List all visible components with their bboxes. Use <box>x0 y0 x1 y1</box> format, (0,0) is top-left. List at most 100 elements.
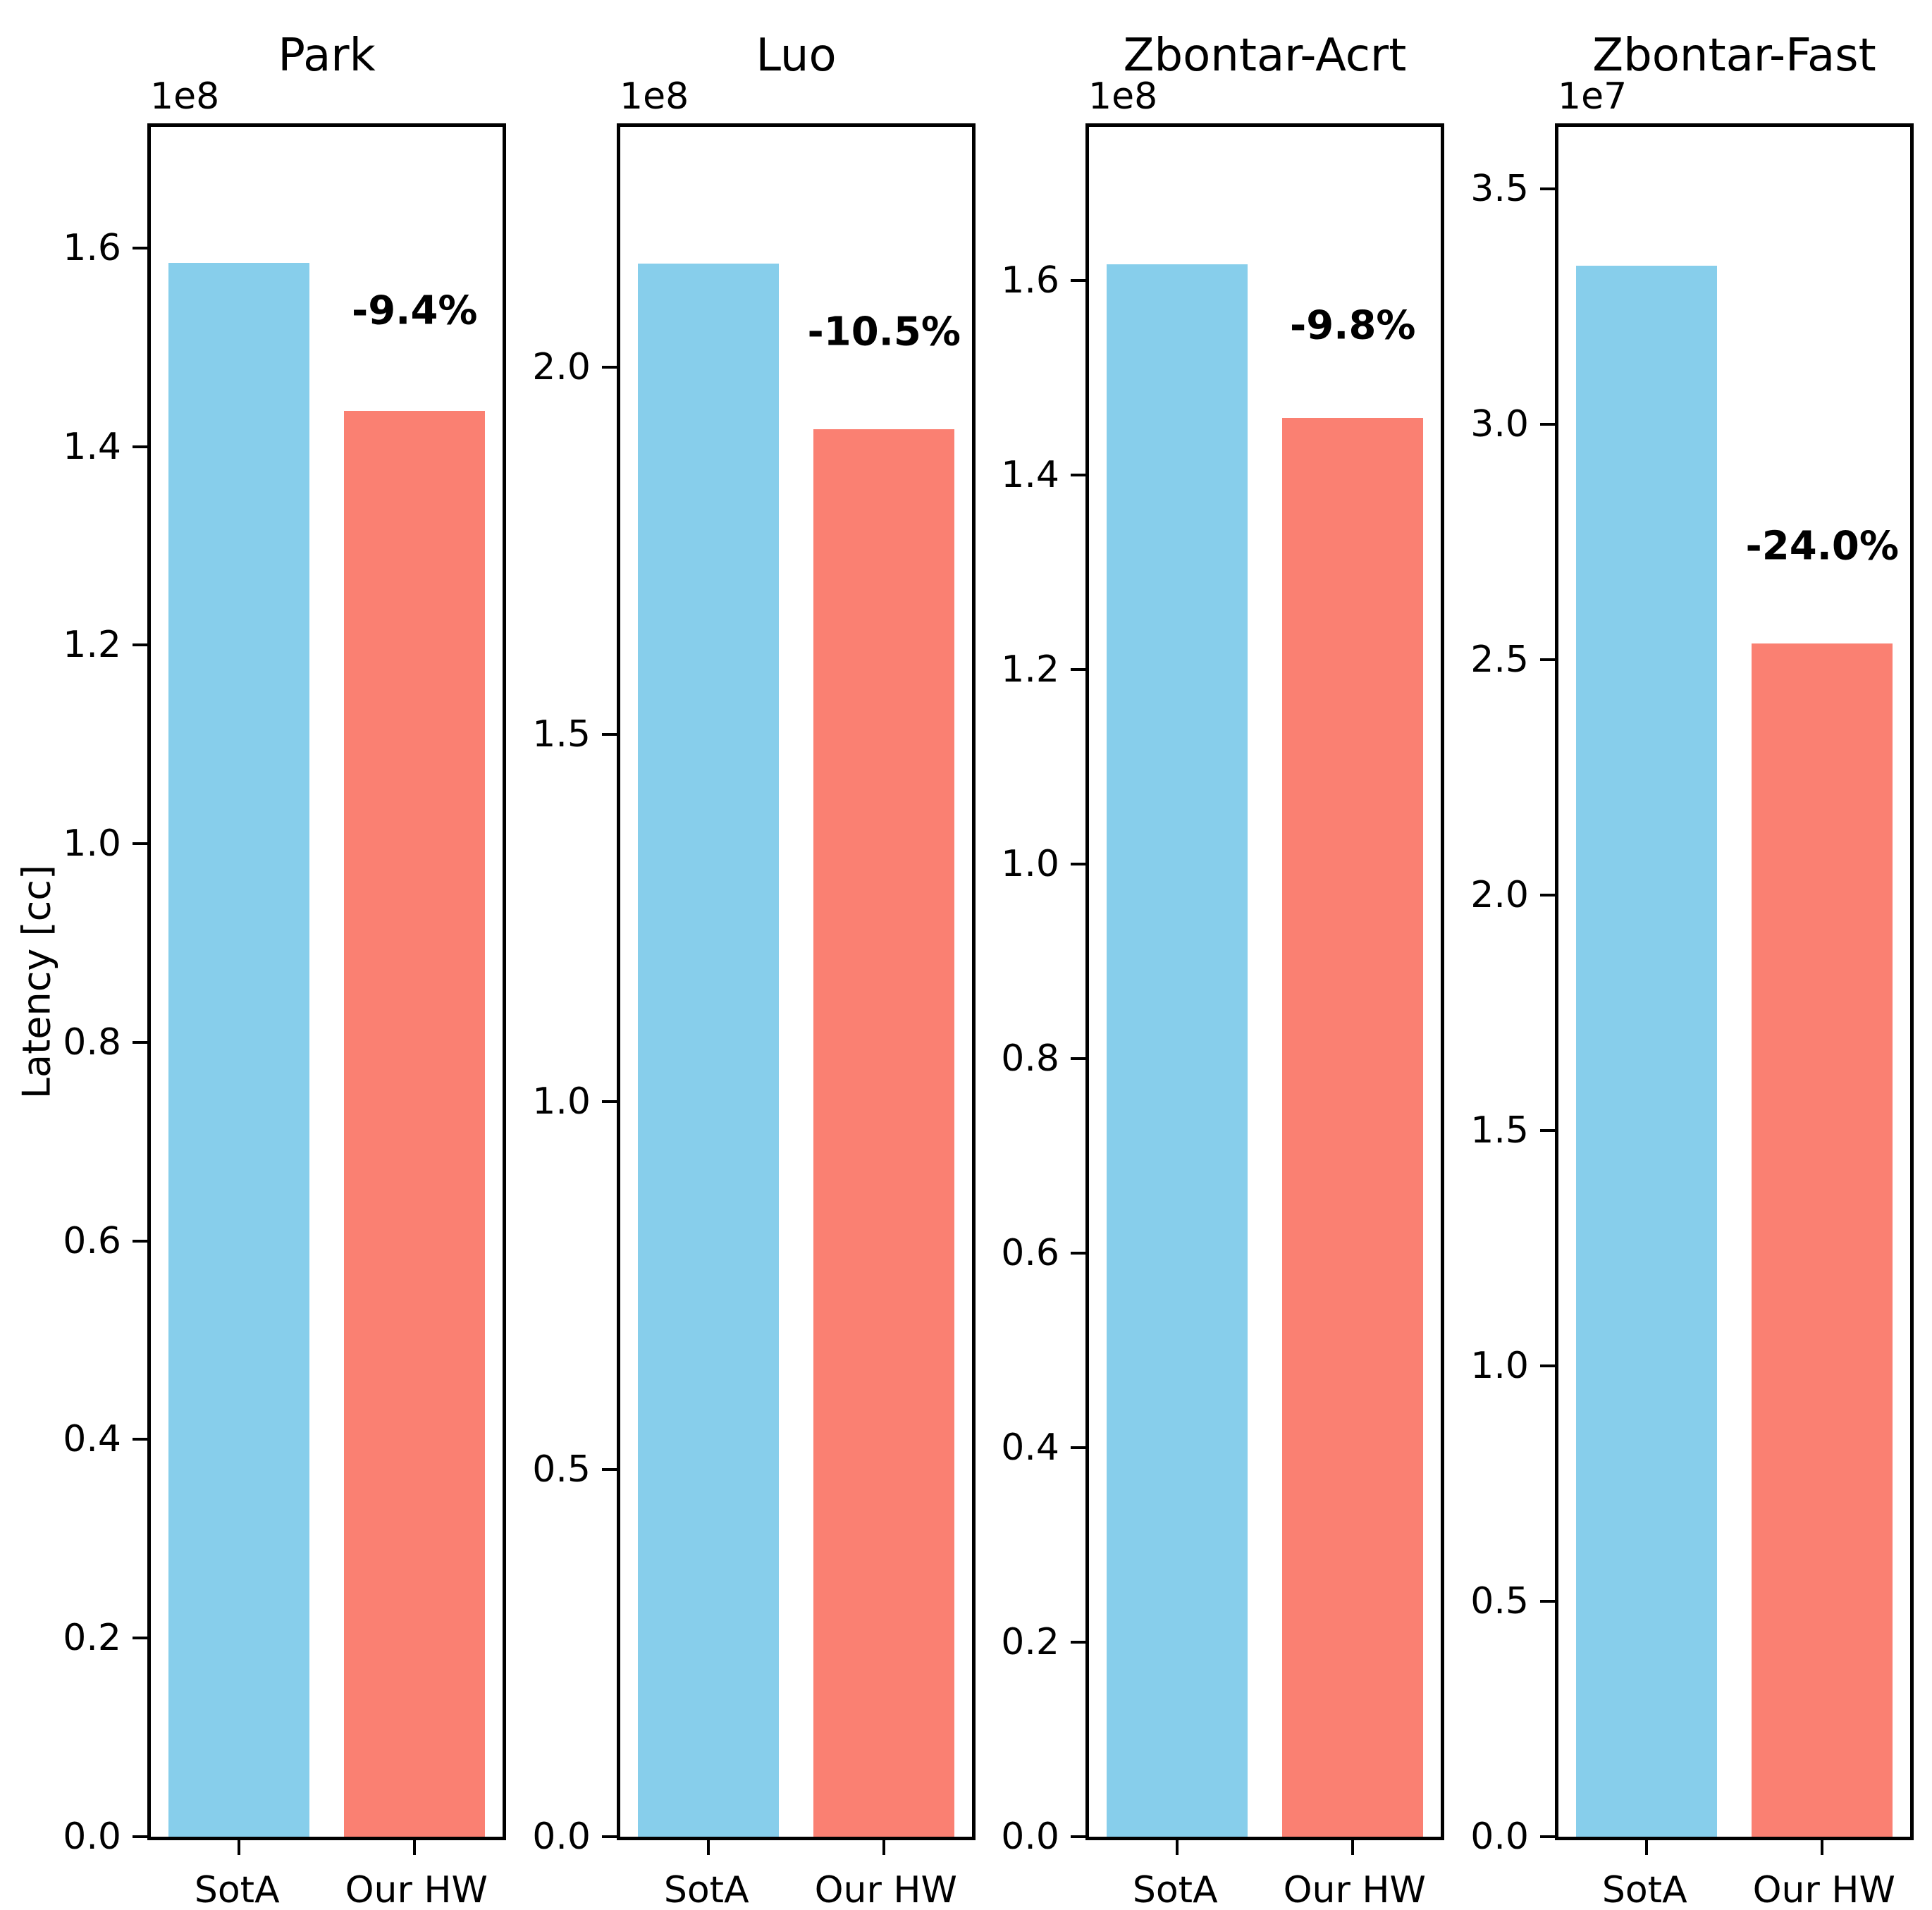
y-tick-mark <box>133 1835 147 1838</box>
y-tick-mark <box>133 445 147 448</box>
y-tick-label: 1.2 <box>1001 648 1059 691</box>
x-tick-mark <box>706 1840 710 1855</box>
y-tick-mark <box>133 1040 147 1044</box>
bar-ourhw <box>813 429 955 1837</box>
y-tick-label: 0.4 <box>1001 1427 1059 1469</box>
y-axis-offset-label: 1e7 <box>1558 75 1628 118</box>
y-tick-mark <box>1071 474 1085 477</box>
x-tick-label-ourhw: Our HW <box>1283 1869 1426 1910</box>
y-tick-mark <box>1540 658 1555 661</box>
x-tick-mark <box>1175 1840 1179 1855</box>
reduction-annotation: -9.4% <box>351 288 478 334</box>
subplot-title: Luo <box>756 30 837 82</box>
y-tick-label: 1.5 <box>1470 1109 1529 1152</box>
x-tick-mark <box>1644 1840 1648 1855</box>
y-tick-mark <box>1540 187 1555 190</box>
x-tick-mark <box>413 1840 417 1855</box>
y-tick-mark <box>133 643 147 647</box>
y-tick-mark <box>602 733 617 737</box>
reduction-annotation: -24.0% <box>1745 523 1900 569</box>
y-tick-mark <box>1540 893 1555 897</box>
y-tick-mark <box>133 1239 147 1243</box>
y-tick-mark <box>1071 863 1085 866</box>
y-tick-label: 1.2 <box>63 624 121 667</box>
y-tick-mark <box>1071 1446 1085 1449</box>
bar-ourhw <box>1282 417 1424 1837</box>
y-axis-title: Latency [cc] <box>14 864 59 1099</box>
y-tick-mark <box>1540 1128 1555 1132</box>
reduction-annotation: -9.8% <box>1289 302 1416 348</box>
subplot-zbontar-fast: Zbontar-Fast 1e7 -24.0% 0.0 0.5 1.0 1.5 2.0 2… <box>1470 0 1914 1910</box>
y-tick-mark <box>602 1467 617 1471</box>
y-tick-label: 1.0 <box>1470 1344 1529 1387</box>
y-tick-label: 0.0 <box>532 1816 591 1858</box>
y-tick-mark <box>133 1637 147 1640</box>
y-tick-mark <box>1071 1835 1085 1838</box>
y-tick-label: 1.4 <box>1001 454 1059 497</box>
bar-sota <box>168 263 309 1837</box>
y-tick-label: 0.6 <box>63 1219 121 1262</box>
bar-sota <box>1575 266 1717 1837</box>
subplot-title: Zbontar-Fast <box>1592 30 1876 82</box>
y-tick-label: 0.8 <box>1001 1037 1059 1080</box>
y-tick-label: 1.6 <box>1001 259 1059 302</box>
x-tick-mark <box>237 1840 240 1855</box>
y-tick-mark <box>133 1438 147 1441</box>
y-tick-label: 0.2 <box>1001 1621 1059 1663</box>
y-tick-label: 0.0 <box>1470 1816 1529 1858</box>
axes-frame: -9.8% 0.0 0.2 0.4 0.6 0.8 1.0 1.2 1.4 1.6 <box>1001 123 1444 1855</box>
y-tick-mark <box>133 842 147 846</box>
y-tick-label: 1.4 <box>63 425 121 468</box>
x-tick-label-sota: SotA <box>1601 1869 1687 1910</box>
x-tick-mark <box>1821 1840 1824 1855</box>
y-axis-offset-label: 1e8 <box>1088 75 1158 118</box>
y-tick-label: 0.6 <box>1001 1232 1059 1274</box>
y-tick-label: 0.0 <box>1001 1816 1059 1858</box>
y-tick-label: 2.0 <box>1470 873 1529 916</box>
axes-frame: -10.5% 0.0 0.5 1.0 1.5 2.0 <box>532 123 976 1855</box>
y-tick-mark <box>1071 1641 1085 1644</box>
y-tick-mark <box>133 246 147 249</box>
y-tick-mark <box>1540 422 1555 426</box>
y-tick-mark <box>1540 1599 1555 1603</box>
subplot-park: Park 1e8 -9.4% 0.0 0.2 0.4 0.6 0.8 1.0 1.2 1.4 1… <box>63 0 506 1910</box>
y-tick-mark <box>1071 668 1085 672</box>
subplot-title: Zbontar-Acrt <box>1123 30 1407 82</box>
y-tick-mark <box>1071 1057 1085 1061</box>
y-tick-label: 3.0 <box>1470 402 1529 445</box>
bar-sota <box>637 263 779 1837</box>
y-tick-mark <box>602 365 617 369</box>
y-axis-offset-label: 1e8 <box>620 75 689 118</box>
y-tick-label: 1.0 <box>532 1080 591 1123</box>
y-tick-label: 2.5 <box>1470 638 1529 681</box>
y-tick-label: 1.0 <box>63 822 121 865</box>
subplot-zbontar-acrt: Zbontar-Acrt 1e8 -9.8% 0.0 0.2 0.4 0.6 0.8 1.… <box>1001 0 1444 1910</box>
y-tick-mark <box>1071 1252 1085 1255</box>
y-tick-label: 3.5 <box>1470 167 1529 210</box>
x-tick-label-ourhw: Our HW <box>345 1869 488 1910</box>
x-tick-label-sota: SotA <box>663 1869 749 1910</box>
y-tick-mark <box>1071 279 1085 283</box>
y-tick-label: 1.5 <box>532 713 591 756</box>
axes-frame: -24.0% 0.0 0.5 1.0 1.5 2.0 2.5 3.0 3.5 <box>1470 123 1914 1855</box>
x-tick-mark <box>882 1840 886 1855</box>
y-tick-mark <box>1540 1364 1555 1367</box>
axes-frame: -9.4% 0.0 0.2 0.4 0.6 0.8 1.0 1.2 1.4 1.6 <box>63 123 506 1855</box>
y-tick-label: 0.0 <box>63 1816 121 1858</box>
y-axis-offset-label: 1e8 <box>150 75 220 118</box>
y-tick-label: 1.0 <box>1001 843 1059 886</box>
y-tick-label: 1.6 <box>63 226 121 269</box>
bar-ourhw <box>344 410 486 1837</box>
y-tick-mark <box>1540 1835 1555 1838</box>
bar-ourhw <box>1752 643 1893 1837</box>
x-tick-label-sota: SotA <box>1132 1869 1218 1910</box>
reduction-annotation: -10.5% <box>807 309 961 355</box>
x-tick-mark <box>1351 1840 1355 1855</box>
y-tick-label: 0.4 <box>63 1418 121 1461</box>
bar-sota <box>1106 264 1248 1837</box>
y-tick-label: 0.5 <box>1470 1579 1529 1622</box>
y-tick-label: 0.2 <box>63 1617 121 1660</box>
y-tick-mark <box>602 1100 617 1104</box>
subplot-luo: Luo 1e8 -10.5% 0.0 0.5 1.0 1.5 2.0 SotA Our … <box>532 0 976 1910</box>
